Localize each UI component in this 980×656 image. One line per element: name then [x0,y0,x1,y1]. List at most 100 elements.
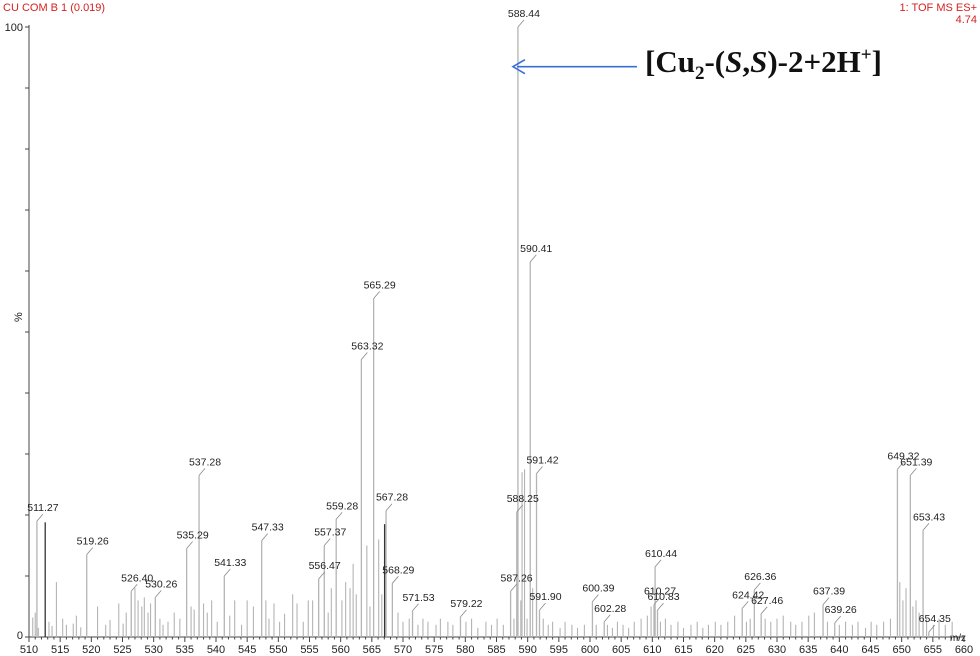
peak-leader-line [186,541,193,549]
formula-suffix: ] [871,44,882,79]
x-tick-label: 580 [456,644,474,656]
chart-header-left: CU COM B 1 (0.019) [3,2,106,14]
peak-label-519.26: 519.26 [77,536,109,548]
peak-leader-line [223,568,231,577]
peak-leader-line [318,571,325,580]
peak-leader-line [86,547,94,555]
x-tick-label: 585 [487,644,505,656]
peak-label-626.36: 626.36 [744,571,776,583]
x-tick-label: 575 [425,644,443,656]
peak-leader-line [529,254,537,263]
peak-leader-line [323,538,331,546]
annotation-arrow-head [511,58,526,75]
peak-label-537.28: 537.28 [189,456,221,468]
x-tick-label: 630 [768,644,786,656]
x-tick-label: 620 [705,644,723,656]
x-tick-label: 515 [51,644,69,656]
x-tick-label: 590 [518,644,536,656]
peak-leader-line [373,291,380,299]
peak-label-588.44: 588.44 [508,8,540,20]
x-tick-label: 550 [269,644,287,656]
x-tick-label: 645 [861,644,879,656]
x-tick-label: 520 [82,644,100,656]
peak-label-568.29: 568.29 [382,564,414,576]
formula-sub: 2 [694,63,705,85]
formula-mid1: -( [704,44,726,79]
peak-leader-line [154,590,162,598]
peak-label-651.39: 651.39 [900,456,932,468]
peak-label-653.43: 653.43 [913,511,945,523]
peak-leader-line [261,533,268,541]
x-tick-label: 560 [331,644,349,656]
peak-label-654.35: 654.35 [919,613,951,625]
x-tick-label: 605 [612,644,630,656]
peak-leader-line [361,352,368,360]
peak-leader-line [592,594,599,602]
peak-leader-line [741,601,749,609]
formula-prefix: [Cu [645,44,695,79]
chart-header-right-value: 4.74 [955,14,977,26]
formula-sup: + [860,44,872,66]
annotation-arrow [511,58,637,75]
x-tick-label: 525 [113,644,131,656]
peak-label-610.44: 610.44 [645,548,677,560]
peak-label-511.27: 511.27 [27,502,58,514]
x-tick-label: 545 [238,644,256,656]
peak-label-571.53: 571.53 [402,592,434,604]
peak-leader-line [922,522,930,531]
peak-leader-line [897,461,904,470]
peak-leader-line [539,602,546,611]
peak-leader-line [536,466,543,474]
formula-s1: S [725,44,743,79]
peak-label-649.32: 649.32 [887,450,919,462]
chart-header-right: 1: TOF MS ES+ [899,2,977,14]
x-tick-label: 565 [363,644,381,656]
x-tick-label: 570 [394,644,412,656]
peak-label-547.33: 547.33 [252,522,284,534]
peak-label-610.27: 610.27 [644,586,676,598]
formula-comma: , [742,44,751,79]
peak-label-530.26: 530.26 [145,578,177,590]
peak-leader-line [385,503,393,511]
peak-leader-line [130,583,138,592]
peak-label-556.47: 556.47 [309,560,341,572]
chart-axes: 510 515 520 525 530 535 540 545 550 555 560 565 570 5… [5,22,974,656]
x-tick-label: 650 [892,644,910,656]
peak-leader-line [653,597,661,605]
peak-leader-line [392,576,399,584]
x-tick-label: 635 [799,644,817,656]
x-tick-label: 615 [674,644,692,656]
peak-leader-line [822,597,830,605]
peak-label-600.39: 600.39 [582,583,614,595]
peak-leader-line [516,504,524,513]
x-tick-label: 610 [643,644,661,656]
peak-leader-line [910,468,917,476]
x-tick-label: 540 [207,644,225,656]
x-tick-label: 510 [20,644,38,656]
peak-leader-line [510,583,517,592]
peak-leader-line [603,614,611,623]
peak-label-567.28: 567.28 [376,492,408,504]
peak-label-627.46: 627.46 [751,595,783,607]
peak-leader-line [657,602,664,611]
peak-label-590.41: 590.41 [520,243,552,255]
peak-label-637.39: 637.39 [813,586,845,598]
x-tick-label: 535 [176,644,194,656]
peak-label-602.28: 602.28 [594,603,626,615]
peak-label-588.25: 588.25 [507,493,539,505]
peak-leader-line [760,606,768,615]
peak-leader-line [928,624,936,633]
peak-label-591.42: 591.42 [526,455,558,467]
x-tick-label: 625 [737,644,755,656]
peak-label-526.40: 526.40 [121,572,153,584]
peak-leader-line [754,582,761,591]
x-tick-label: 660 [955,644,973,656]
peak-label-557.37: 557.37 [314,527,346,539]
peak-leader-line [834,615,842,624]
peak-label-559.28: 559.28 [326,500,358,512]
peak-label-541.33: 541.33 [214,557,246,569]
peak-label-563.32: 563.32 [351,340,383,352]
x-tick-label: 655 [924,644,942,656]
